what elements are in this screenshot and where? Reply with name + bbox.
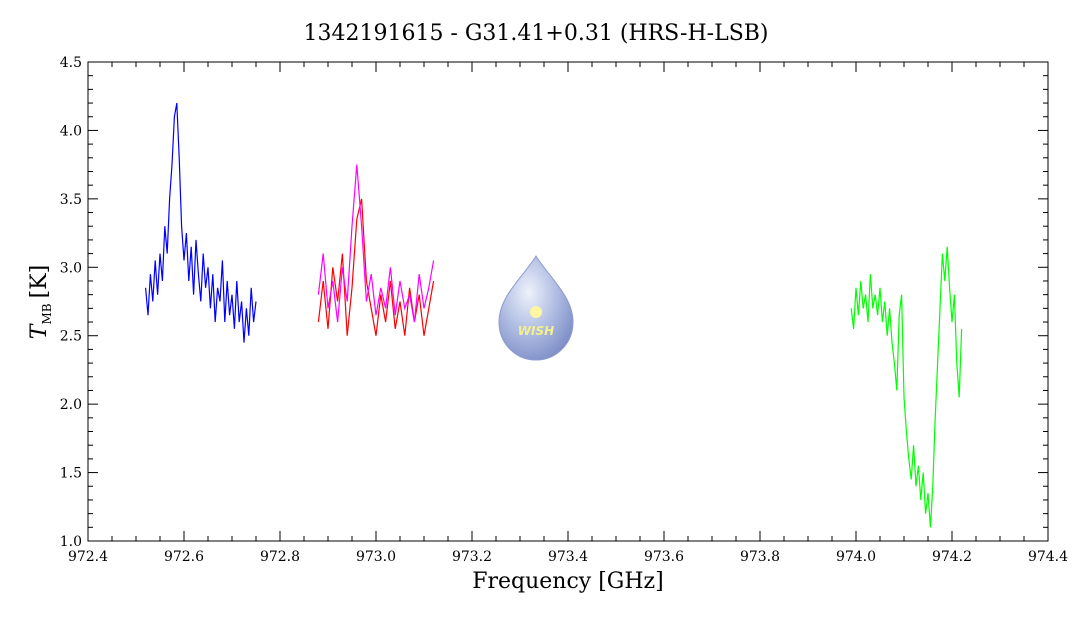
- y-tick-label: 4.5: [60, 55, 82, 71]
- y-axis-label: TMB [K]: [27, 265, 54, 339]
- y-label-symbol: T: [27, 322, 52, 339]
- y-tick-label: 4.0: [60, 123, 82, 139]
- x-tick-label: 974.4: [1028, 549, 1068, 565]
- logo-star: [530, 306, 542, 318]
- y-tick-label: 2.0: [60, 397, 82, 413]
- x-tick-label: 973.4: [548, 549, 588, 565]
- chart-title: 1342191615 - G31.41+0.31 (HRS-H-LSB): [303, 21, 768, 46]
- logo: WISH: [498, 255, 574, 361]
- spectrum-line: [317, 164, 435, 323]
- x-tick-label: 973.2: [452, 549, 492, 565]
- y-tick-label: 1.5: [60, 466, 82, 482]
- y-tick-label: 1.0: [60, 534, 82, 550]
- spectrum-line: [145, 102, 257, 343]
- x-tick-label: 973.0: [356, 549, 396, 565]
- logo-text: WISH: [518, 324, 554, 338]
- y-label-subscript: MB: [40, 303, 54, 324]
- y-tick-label: 2.5: [60, 329, 82, 345]
- y-label-unit: [K]: [27, 265, 52, 299]
- y-tick-label: 3.0: [60, 260, 82, 276]
- x-tick-label: 972.8: [260, 549, 300, 565]
- x-tick-label: 974.0: [836, 549, 876, 565]
- x-tick-label: 973.8: [740, 549, 780, 565]
- x-axis-label: Frequency [GHz]: [472, 569, 664, 594]
- x-tick-label: 974.2: [932, 549, 972, 565]
- x-tick-label: 973.6: [644, 549, 684, 565]
- x-tick-label: 972.4: [68, 549, 108, 565]
- x-tick-label: 972.6: [164, 549, 204, 565]
- y-tick-label: 3.5: [60, 192, 82, 208]
- spectrum-line: [850, 246, 963, 528]
